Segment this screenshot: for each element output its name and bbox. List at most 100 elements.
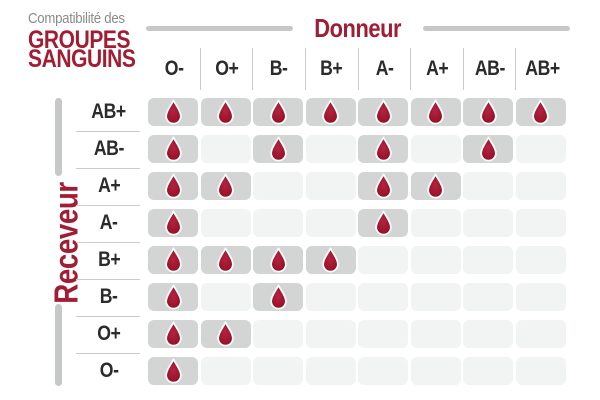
blood-drop-icon bbox=[164, 284, 182, 309]
donor-column-header-text: O+ bbox=[214, 57, 239, 80]
grid-cell-incompatible bbox=[358, 246, 408, 274]
donor-column-header-text: O- bbox=[164, 57, 184, 80]
grid-cell-compatible bbox=[200, 98, 251, 126]
grid-row bbox=[148, 209, 566, 237]
chart-title-line2: SANGUINS bbox=[28, 45, 136, 73]
grid-cell-incompatible bbox=[358, 320, 408, 348]
receiver-row-label-text: A- bbox=[100, 211, 118, 234]
grid-cell-incompatible bbox=[305, 357, 356, 385]
grid-cell-compatible bbox=[148, 209, 198, 237]
receiver-row-label-text: AB- bbox=[93, 137, 125, 160]
donor-column-header: AB- bbox=[464, 48, 517, 90]
row-separator bbox=[76, 278, 140, 280]
grid-cell-compatible bbox=[463, 98, 513, 126]
grid-cell-incompatible bbox=[515, 320, 566, 348]
row-separator bbox=[76, 241, 140, 243]
grid-cell-compatible bbox=[358, 172, 408, 200]
grid-cell-compatible bbox=[148, 172, 198, 200]
grid-cell-compatible bbox=[200, 172, 251, 200]
grid-cell-compatible bbox=[148, 135, 198, 163]
grid-cell-compatible bbox=[515, 98, 566, 126]
grid-cell-incompatible bbox=[305, 209, 356, 237]
grid-cell-compatible bbox=[463, 135, 513, 163]
grid-cell-compatible bbox=[148, 283, 198, 311]
blood-drop-icon bbox=[479, 136, 497, 161]
grid-cell-compatible bbox=[148, 246, 198, 274]
donor-column-header-text: AB- bbox=[474, 57, 506, 80]
blood-drop-icon bbox=[217, 99, 234, 124]
grid-cell-incompatible bbox=[463, 246, 513, 274]
grid-cell-compatible bbox=[253, 246, 303, 274]
donor-column-header: B+ bbox=[306, 48, 359, 90]
grid-cell-incompatible bbox=[410, 283, 461, 311]
grid-row bbox=[148, 135, 566, 163]
grid-cell-compatible bbox=[148, 320, 198, 348]
donor-column-header-text: AB+ bbox=[524, 57, 560, 80]
grid-cell-incompatible bbox=[410, 320, 461, 348]
grid-cell-incompatible bbox=[253, 209, 303, 237]
grid-cell-compatible bbox=[410, 98, 461, 126]
grid-cell-compatible bbox=[148, 357, 198, 385]
grid-cell-compatible bbox=[253, 135, 303, 163]
grid-cell-compatible bbox=[200, 320, 251, 348]
grid-cell-incompatible bbox=[410, 246, 461, 274]
grid-cell-incompatible bbox=[463, 283, 513, 311]
donor-column-header: AB+ bbox=[516, 48, 568, 90]
receiver-row-label-text: B- bbox=[100, 285, 118, 308]
receiver-row-label: B- bbox=[78, 283, 140, 311]
blood-drop-icon bbox=[269, 284, 287, 309]
blood-drop-icon bbox=[164, 247, 182, 272]
row-separator bbox=[76, 352, 140, 354]
grid-cell-compatible bbox=[410, 172, 461, 200]
grid-cell-compatible bbox=[358, 98, 408, 126]
grid-cell-compatible bbox=[253, 283, 303, 311]
grid-cell-incompatible bbox=[305, 135, 356, 163]
receiver-row-label: O- bbox=[78, 357, 140, 385]
compatibility-grid bbox=[148, 98, 566, 394]
blood-drop-icon bbox=[164, 136, 182, 161]
blood-drop-icon bbox=[164, 358, 182, 383]
donor-column-header-text: B- bbox=[270, 57, 288, 80]
receiver-row-label: AB- bbox=[78, 135, 140, 163]
grid-cell-compatible bbox=[200, 246, 251, 274]
blood-drop-icon bbox=[217, 173, 234, 198]
receiver-row-label-text: O- bbox=[99, 359, 119, 382]
blood-drop-icon bbox=[164, 173, 182, 198]
donor-column-headers: O- O+ B- B+ A- A+ AB- AB+ bbox=[148, 48, 568, 90]
grid-cell-incompatible bbox=[200, 135, 251, 163]
donor-axis-line-right bbox=[422, 25, 571, 31]
grid-cell-incompatible bbox=[410, 209, 461, 237]
grid-cell-compatible bbox=[305, 246, 356, 274]
row-separator bbox=[76, 315, 140, 317]
donor-column-header-text: A+ bbox=[425, 57, 449, 80]
grid-cell-incompatible bbox=[253, 357, 303, 385]
blood-drop-icon bbox=[164, 210, 182, 235]
blood-drop-icon bbox=[322, 247, 339, 272]
blood-drop-icon bbox=[427, 99, 444, 124]
grid-cell-compatible bbox=[358, 135, 408, 163]
grid-row bbox=[148, 172, 566, 200]
blood-drop-icon bbox=[374, 99, 392, 124]
grid-cell-incompatible bbox=[253, 172, 303, 200]
receiver-row-label-text: A+ bbox=[97, 174, 121, 197]
receiver-row-label: A- bbox=[78, 209, 140, 237]
receiver-row-label-text: O+ bbox=[97, 322, 121, 345]
grid-cell-incompatible bbox=[515, 283, 566, 311]
donor-column-header: B- bbox=[253, 48, 306, 90]
grid-cell-incompatible bbox=[358, 357, 408, 385]
blood-drop-icon bbox=[479, 99, 497, 124]
chart-subtitle: Compatibilité des bbox=[28, 10, 125, 27]
receiver-axis-line-top bbox=[55, 98, 62, 176]
grid-cell-compatible bbox=[253, 98, 303, 126]
blood-drop-icon bbox=[532, 99, 549, 124]
grid-cell-incompatible bbox=[515, 172, 566, 200]
grid-cell-compatible bbox=[305, 98, 356, 126]
chart-title: Compatibilité des GROUPES SANGUINS bbox=[28, 10, 158, 73]
grid-row bbox=[148, 320, 566, 348]
grid-row bbox=[148, 246, 566, 274]
grid-cell-incompatible bbox=[515, 209, 566, 237]
grid-cell-compatible bbox=[148, 98, 198, 126]
row-separator bbox=[76, 204, 140, 206]
grid-cell-incompatible bbox=[410, 135, 461, 163]
